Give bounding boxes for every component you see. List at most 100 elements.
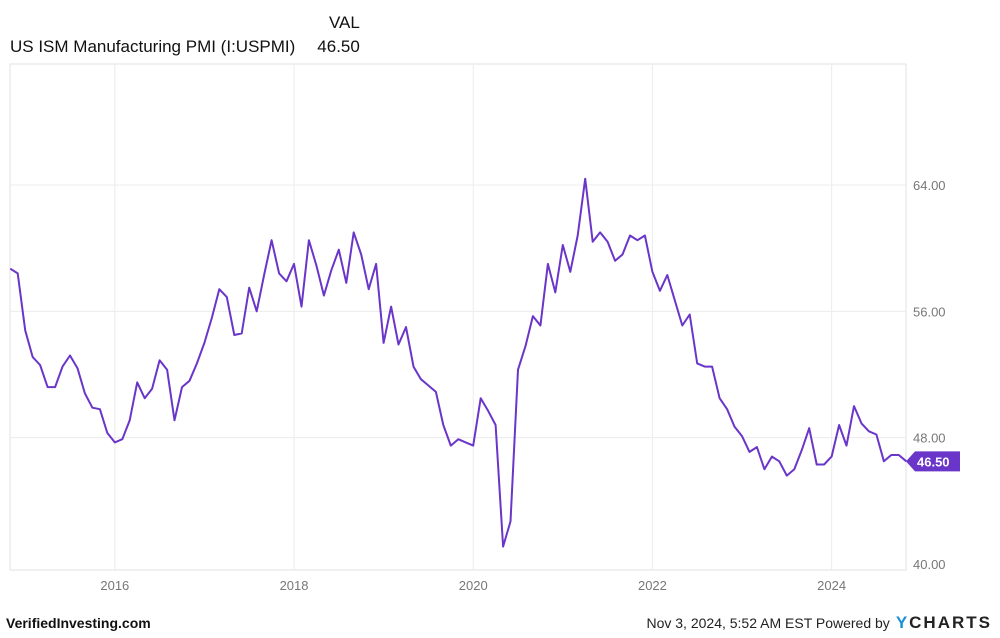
last-value-tag-background (906, 451, 960, 472)
source-label[interactable]: VerifiedInvesting.com (6, 615, 151, 631)
data-point (493, 422, 499, 428)
value-column-header: VAL (328, 13, 360, 32)
data-point (172, 417, 178, 423)
data-point (351, 229, 357, 235)
data-point (388, 304, 394, 310)
data-point (522, 343, 528, 349)
last-value-label: 46.50 (917, 454, 950, 469)
data-point (194, 360, 200, 366)
data-point (97, 406, 103, 412)
logo-y: Y (895, 613, 910, 632)
data-point (552, 289, 558, 295)
data-point (508, 518, 514, 524)
data-point (201, 340, 207, 346)
grid (9, 63, 907, 571)
data-point (679, 323, 685, 329)
y-axis: 40.00 48.00 56.00 64.00 (913, 178, 946, 572)
plot-border (9, 63, 907, 571)
data-point (821, 462, 827, 468)
x-tick-label: 2024 (817, 578, 846, 593)
data-point (149, 386, 155, 392)
data-point (694, 360, 700, 366)
data-point (142, 395, 148, 401)
series-current-value: 46.50 (317, 37, 360, 56)
data-point (381, 340, 387, 346)
data-point (881, 458, 887, 464)
data-point (500, 544, 506, 550)
data-point (791, 466, 797, 472)
data-point (649, 269, 655, 275)
data-point (530, 313, 536, 319)
data-point (829, 454, 835, 460)
data-point (761, 466, 767, 472)
data-point (866, 428, 872, 434)
data-point (321, 293, 327, 299)
data-point (366, 286, 372, 292)
x-axis: 2016 2018 2020 2022 2024 (100, 578, 846, 593)
data-point (276, 270, 282, 276)
data-point (157, 357, 163, 363)
data-point (642, 233, 648, 239)
value-column: VAL 46.50 (317, 12, 360, 58)
data-point (776, 458, 782, 464)
data-point (702, 364, 708, 370)
data-point (478, 395, 484, 401)
data-point (7, 266, 13, 272)
x-tick-label: 2020 (459, 578, 488, 593)
data-point (873, 431, 879, 437)
data-point (687, 311, 693, 317)
data-point (888, 452, 894, 458)
data-point (754, 444, 760, 450)
data-point (717, 395, 723, 401)
data-point (664, 272, 670, 278)
data-point (134, 379, 140, 385)
data-point (657, 288, 663, 294)
data-point (239, 330, 245, 336)
data-point (709, 364, 715, 370)
data-point (851, 403, 857, 409)
data-point (358, 251, 364, 257)
series-name[interactable]: US ISM Manufacturing PMI (I:USPMI) (10, 37, 296, 56)
data-point (313, 263, 319, 269)
footer-attribution: Nov 3, 2024, 5:52 AM EST Powered by YCHA… (646, 613, 992, 633)
data-point (545, 261, 551, 267)
data-point (209, 315, 215, 321)
data-point (724, 406, 730, 412)
data-point (246, 285, 252, 291)
data-point (418, 376, 424, 382)
x-tick-label: 2022 (638, 578, 667, 593)
ycharts-logo[interactable]: YCHARTS (896, 613, 992, 633)
last-value-tag: 46.50 (906, 451, 960, 472)
data-point (261, 272, 267, 278)
data-point (22, 327, 28, 333)
data-point (410, 364, 416, 370)
data-point (567, 269, 573, 275)
data-point (82, 390, 88, 396)
timestamp-label: Nov 3, 2024, 5:52 AM EST Powered by (646, 615, 890, 631)
data-point (560, 242, 566, 248)
data-point (463, 439, 469, 445)
data-point (597, 229, 603, 235)
data-point (896, 452, 902, 458)
series-line (9, 177, 907, 548)
data-point (60, 364, 66, 370)
data-point (45, 384, 51, 390)
data-point (224, 294, 230, 300)
series-points (7, 176, 909, 550)
data-point (119, 436, 125, 442)
data-point (231, 332, 237, 338)
data-point (52, 384, 58, 390)
y-tick-label: 56.00 (913, 304, 946, 319)
data-point (784, 473, 790, 479)
data-point (739, 433, 745, 439)
data-point (284, 278, 290, 284)
data-point (814, 462, 820, 468)
data-point (440, 422, 446, 428)
data-point (186, 378, 192, 384)
data-point (575, 233, 581, 239)
data-point (836, 422, 842, 428)
data-point (254, 308, 260, 314)
data-point (634, 237, 640, 243)
data-point (433, 389, 439, 395)
